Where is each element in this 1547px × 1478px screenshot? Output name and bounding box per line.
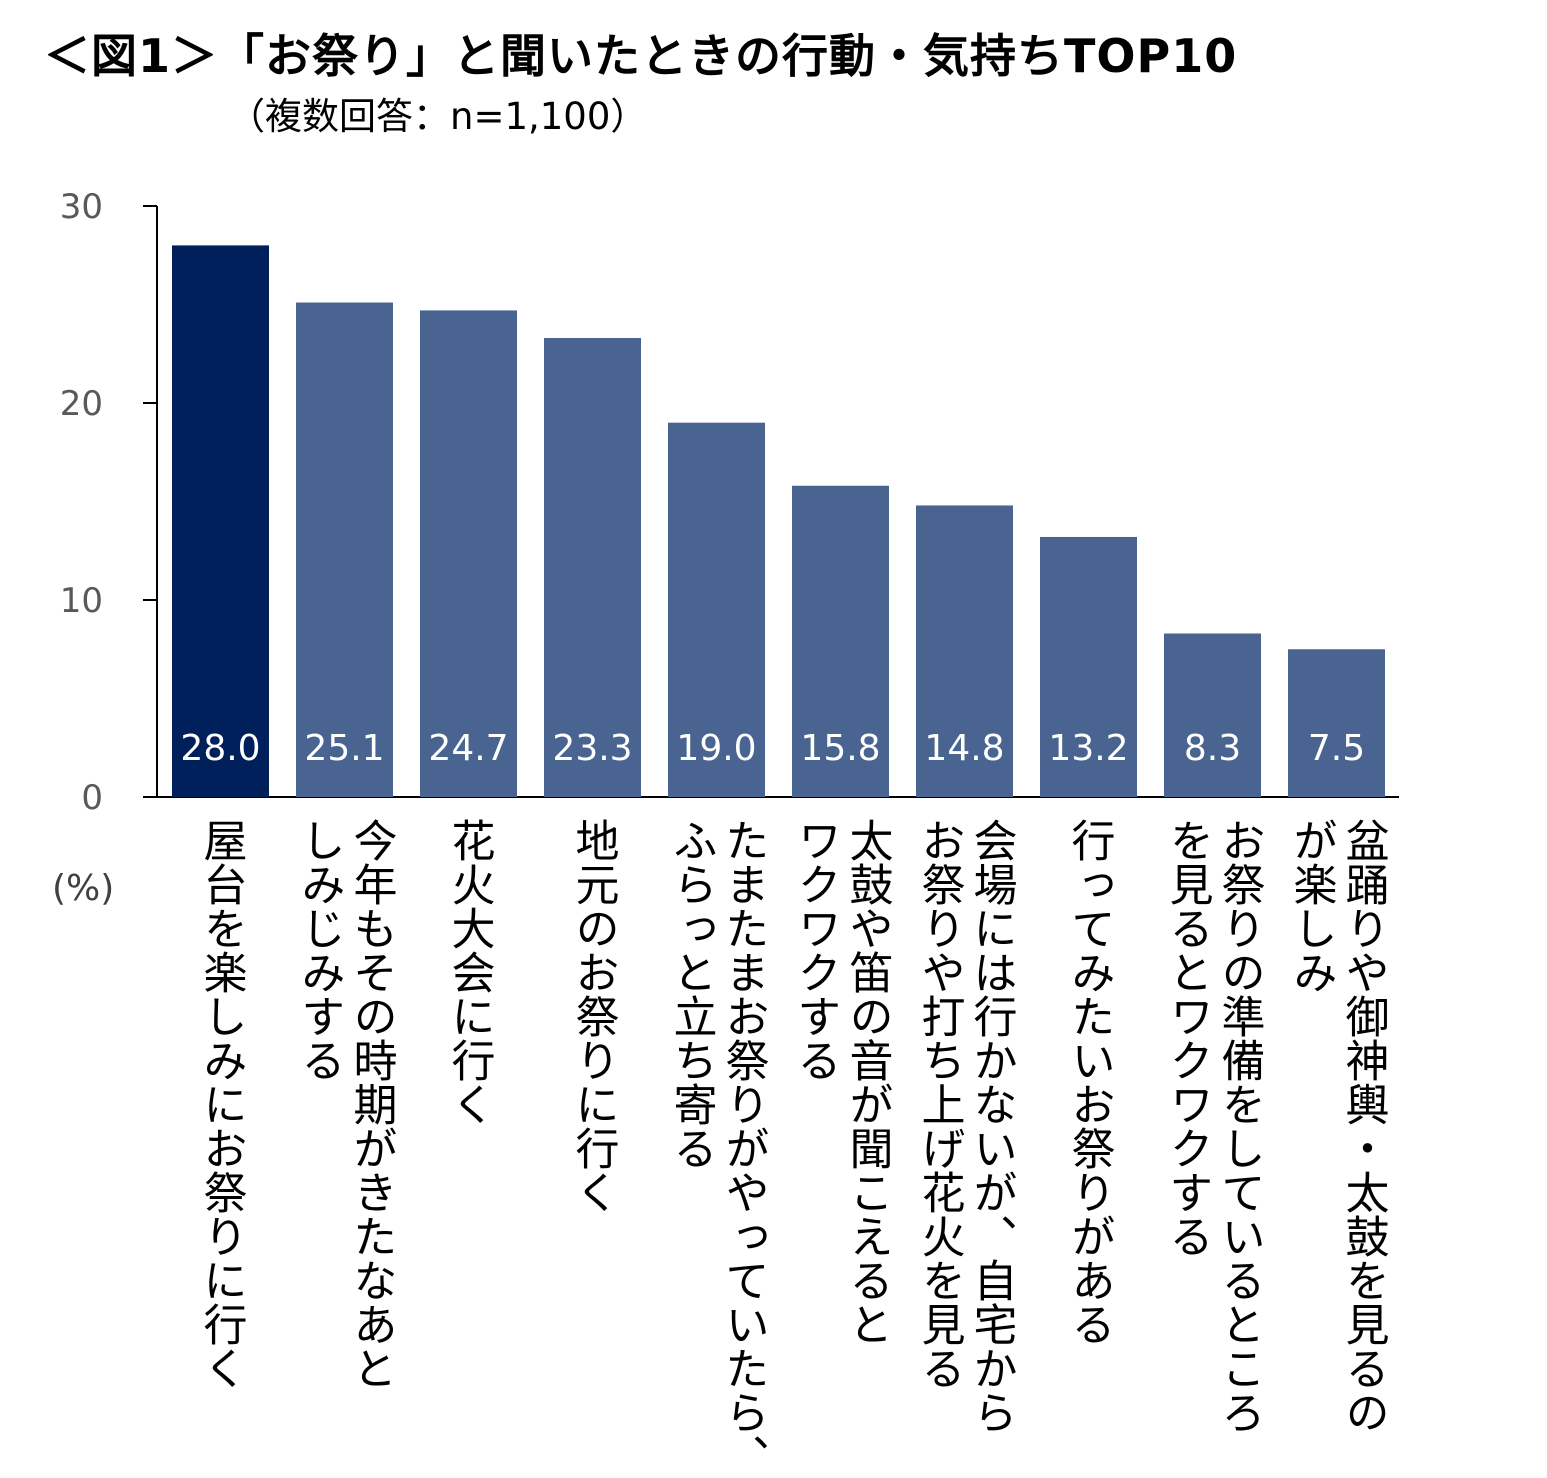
bar-value-label: 23.3 [552,728,632,769]
bar-value-label: 14.8 [924,728,1004,769]
bar [792,485,889,797]
x-category-label: 花火大会に行く [443,818,495,1126]
chart-subtitle: （複数回答：n=1,100） [228,95,648,138]
bar [420,310,517,797]
y-tick-label: 20 [60,384,103,424]
y-tick-label: 30 [60,187,103,227]
x-category-label: 会場には行かないが、自宅から お祭りや打ち上げ花火を見る [913,818,1017,1434]
bar [544,337,641,797]
y-tick-label: 0 [81,778,103,818]
bar [1164,633,1261,797]
x-category-label: 今年もその時期がきたなあと しみじみする [293,818,397,1390]
bar [1040,536,1137,797]
y-axis: 0 10 20 30 [60,187,1399,818]
x-category-label: 盆踊りや御神輿・太鼓を見るの が楽しみ [1285,818,1389,1434]
y-axis-unit-label: (%) [52,868,115,909]
bar [916,505,1013,797]
bar-value-label: 19.0 [676,728,756,769]
data-labels: 28.0 25.1 24.7 23.3 19.0 15.8 14.8 13.2 8.3 7.5 [180,728,1365,769]
bars [172,245,1385,797]
bar-value-label: 15.8 [800,728,880,769]
bar [172,245,269,797]
bar [1288,649,1385,797]
x-category-label: お祭りの準備をしているところ を見るとワクワクする [1161,818,1265,1434]
bar [296,302,393,797]
bar [668,422,765,797]
bar-value-label: 28.0 [180,728,260,769]
bar-value-label: 8.3 [1184,728,1241,769]
chart-title: ＜図1＞「お祭り」と聞いたときの行動・気持ちTOP10 [44,29,1238,83]
y-tick-label: 10 [60,581,103,621]
x-category-label: 屋台を楽しみにお祭りに行く [195,818,247,1390]
bar-value-label: 13.2 [1048,728,1128,769]
x-category-label: 地元のお祭りに行く [567,818,619,1214]
bar-value-label: 25.1 [304,728,384,769]
x-category-label: 行ってみたいお祭りがある [1063,818,1115,1346]
bar-value-label: 24.7 [428,728,508,769]
bar-value-label: 7.5 [1308,728,1365,769]
x-category-label: 太鼓や笛の音が聞こえると ワクワクする [789,818,893,1346]
x-category-label: たまたまお祭りがやっていたら、 ふらっと立ち寄る [665,818,769,1478]
